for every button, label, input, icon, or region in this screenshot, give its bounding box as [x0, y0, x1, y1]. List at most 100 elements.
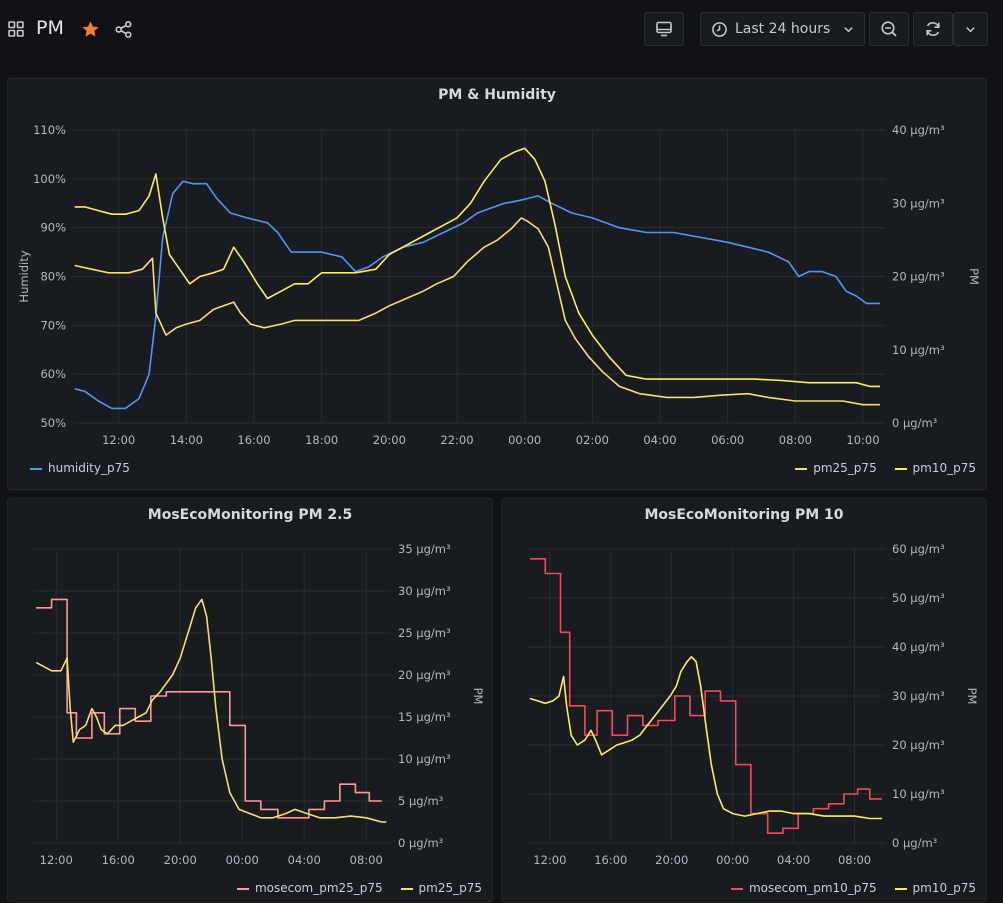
chevron-down-icon	[844, 27, 853, 33]
legend-item-pm25[interactable]: pm25_p75	[400, 881, 482, 895]
x-tick-label: 08:00	[779, 433, 812, 447]
x-tick-label: 20:00	[373, 433, 406, 447]
x-tick-label: 12:00	[533, 853, 566, 867]
panel-mosecomonitoring-pm10[interactable]: MosEcoMonitoring PM 10 12:00 16:00 20:00 00…	[501, 498, 987, 902]
y-right-tick-label: 0 µg/m³	[892, 416, 938, 430]
legend-label: pm25_p75	[813, 461, 877, 475]
y-right-tick-label: 40 µg/m³	[892, 123, 945, 137]
legend-swatch	[894, 887, 907, 890]
series-line-pm25-p75	[74, 217, 880, 406]
x-tick-label: 16:00	[594, 853, 627, 867]
y-right-tick-label: 5 µg/m³	[398, 794, 444, 808]
legend-swatch	[795, 467, 808, 470]
legend-item-mosecom-pm25[interactable]: mosecom_pm25_p75	[236, 881, 387, 895]
series-line-pm25-p75	[35, 598, 387, 823]
legend-label: humidity_p75	[48, 461, 130, 475]
y-right-axis-title: PM	[965, 688, 979, 705]
x-tick-label: 10:00	[846, 433, 879, 447]
time-range-label: Last 24 hours	[735, 21, 831, 37]
y-right-tick-label: 0 µg/m³	[892, 836, 938, 850]
legend-right: mosecom_pm10_p75 pm10_p75	[717, 881, 976, 895]
y-right-tick-label: 10 µg/m³	[398, 752, 451, 766]
x-tick-label: 06:00	[711, 433, 744, 447]
y-right-tick-label: 30 µg/m³	[892, 689, 945, 703]
x-tick-label: 12:00	[102, 433, 135, 447]
series-line-mosecom-pm25-p75	[36, 598, 382, 819]
y-right-tick-label: 30 µg/m³	[892, 196, 945, 210]
legend-item-pm10[interactable]: pm10_p75	[894, 461, 976, 475]
star-icon[interactable]	[81, 20, 100, 39]
pm-humidity-chart[interactable]: 12:00 14:00 16:00 18:00 20:00 22:00 00:00 02:00…	[8, 79, 988, 491]
series-line-humidity-p75	[74, 180, 880, 410]
y-right-tick-label: 20 µg/m³	[892, 738, 945, 752]
y-right-tick-label: 20 µg/m³	[892, 270, 945, 284]
panel-pm-humidity[interactable]: PM & Humidity 12:00 14:00 16:00 18:00 20:00 2…	[7, 78, 987, 490]
y-left-tick-label: 50%	[40, 416, 66, 430]
y-right-tick-label: 15 µg/m³	[398, 710, 451, 724]
page-title[interactable]: PM	[36, 17, 64, 39]
clock-icon	[712, 22, 727, 37]
y-right-tick-label: 10 µg/m³	[892, 343, 945, 357]
x-tick-label: 02:00	[576, 433, 609, 447]
tv-mode-button[interactable]	[644, 12, 684, 46]
y-left-tick-label: 90%	[40, 221, 66, 235]
legend-item-mosecom-pm10[interactable]: mosecom_pm10_p75	[730, 881, 881, 895]
y-left-axis-title: Humidity	[17, 250, 31, 302]
y-right-axis-title: PM	[471, 688, 485, 705]
y-right-tick-label: 10 µg/m³	[892, 787, 945, 801]
y-left-tick-label: 70%	[40, 318, 66, 332]
x-tick-label: 18:00	[305, 433, 338, 447]
x-tick-label: 08:00	[838, 853, 871, 867]
y-left-tick-label: 60%	[40, 367, 66, 381]
chevron-down-icon	[966, 27, 975, 33]
zoom-out-icon	[881, 21, 897, 37]
x-tick-label: 20:00	[164, 853, 197, 867]
x-tick-label: 20:00	[655, 853, 688, 867]
y-right-tick-label: 40 µg/m³	[892, 640, 945, 654]
x-tick-label: 04:00	[288, 853, 321, 867]
series-line-pm10-p75	[529, 656, 882, 820]
zoom-out-button[interactable]	[869, 12, 909, 46]
apps-icon[interactable]	[8, 21, 24, 37]
y-right-tick-label: 25 µg/m³	[398, 626, 451, 640]
pm25-chart[interactable]: 12:00 16:00 20:00 00:00 04:00 08:00 0 µg/m³ 5 µ…	[8, 499, 494, 903]
legend-item-humidity[interactable]: humidity_p75	[30, 461, 130, 475]
legend-label: pm10_p75	[912, 881, 976, 895]
y-right-tick-label: 50 µg/m³	[892, 591, 945, 605]
share-icon[interactable]	[114, 20, 133, 39]
panel-mosecomonitoring-pm25[interactable]: MosEcoMonitoring PM 2.5 12:00 16:00 20:00 0…	[7, 498, 493, 902]
x-tick-label: 00:00	[508, 433, 541, 447]
y-left-tick-label: 100%	[33, 172, 66, 186]
y-right-tick-label: 35 µg/m³	[398, 542, 451, 556]
panel-title: PM & Humidity	[438, 87, 556, 103]
y-left-tick-label: 110%	[33, 123, 66, 137]
x-tick-label: 04:00	[777, 853, 810, 867]
legend-swatch	[894, 467, 907, 470]
legend-item-pm25[interactable]: pm25_p75	[795, 461, 880, 475]
y-left-tick-label: 80%	[40, 270, 66, 284]
x-tick-label: 16:00	[102, 853, 135, 867]
legend-left: humidity_p75	[30, 461, 130, 475]
y-right-tick-label: 30 µg/m³	[398, 584, 451, 598]
y-right-tick-label: 60 µg/m³	[892, 542, 945, 556]
time-range-picker[interactable]: Last 24 hours	[700, 12, 865, 46]
series-line-pm10-p75	[74, 147, 880, 388]
x-tick-label: 16:00	[237, 433, 270, 447]
tv-mode-icon	[656, 21, 672, 37]
refresh-interval-button[interactable]	[953, 12, 988, 46]
panel-title: MosEcoMonitoring PM 2.5	[147, 507, 353, 523]
pm10-chart[interactable]: 12:00 16:00 20:00 00:00 04:00 08:00 0 µg/m³ 10 …	[502, 499, 988, 903]
y-right-axis-title: PM	[967, 268, 981, 285]
legend-item-pm10[interactable]: pm10_p75	[894, 881, 976, 895]
dashboard-navbar: PM Last 24 hours	[0, 0, 1003, 60]
x-tick-label: 08:00	[350, 853, 383, 867]
y-right-tick-label: 0 µg/m³	[398, 836, 444, 850]
refresh-button[interactable]	[913, 12, 953, 46]
x-tick-label: 04:00	[643, 433, 676, 447]
x-tick-label: 00:00	[226, 853, 259, 867]
legend-swatch	[30, 467, 42, 470]
panel-title: MosEcoMonitoring PM 10	[644, 507, 844, 523]
legend-right: mosecom_pm25_p75 pm25_p75	[223, 881, 482, 895]
y-right-tick-label: 20 µg/m³	[398, 668, 451, 682]
x-tick-label: 22:00	[440, 433, 473, 447]
